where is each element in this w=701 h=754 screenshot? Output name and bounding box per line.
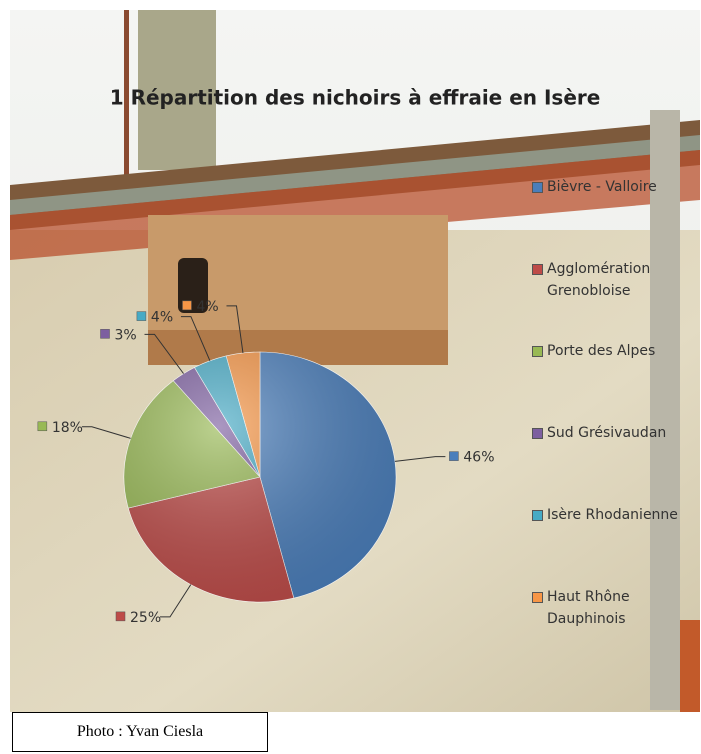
legend-swatch: [532, 428, 543, 439]
label-swatch: [101, 329, 110, 338]
value-label: 4%: [151, 310, 173, 326]
value-label: 18%: [52, 420, 83, 436]
legend-label: Bièvre - Valloire: [547, 176, 657, 198]
legend-label: Haut Rhône Dauphinois: [547, 586, 697, 630]
legend-label: Isère Rhodanienne: [547, 504, 678, 526]
legend-swatch: [532, 264, 543, 275]
label-swatch: [182, 301, 191, 310]
legend-label: Agglomération Grenobloise: [547, 258, 697, 302]
legend-entry: Porte des Alpes: [532, 340, 697, 362]
legend-label: Sud Grésivaudan: [547, 422, 666, 444]
legend-entry: Haut Rhône Dauphinois: [532, 586, 697, 630]
label-swatch: [116, 612, 125, 621]
legend-entry: Sud Grésivaudan: [532, 422, 697, 444]
legend-swatch: [532, 592, 543, 603]
legend-swatch: [532, 182, 543, 193]
label-swatch: [449, 452, 458, 461]
legend-entry: Isère Rhodanienne: [532, 504, 697, 526]
legend-label: Porte des Alpes: [547, 340, 655, 362]
label-swatch: [38, 422, 47, 431]
label-swatch: [137, 312, 146, 321]
value-label: 25%: [130, 610, 161, 626]
legend-swatch: [532, 346, 543, 357]
photo-credit: Photo : Yvan Ciesla: [12, 712, 268, 752]
chart-title: 1 Répartition des nichoirs à effraie en …: [110, 86, 601, 110]
legend-swatch: [532, 510, 543, 521]
page: 1 Répartition des nichoirs à effraie en …: [0, 0, 701, 754]
value-label: 4%: [196, 299, 218, 315]
value-label: 46%: [463, 450, 494, 466]
value-label: 3%: [115, 327, 137, 343]
legend-entry: Agglomération Grenobloise: [532, 258, 697, 302]
legend-entry: Bièvre - Valloire: [532, 176, 697, 198]
